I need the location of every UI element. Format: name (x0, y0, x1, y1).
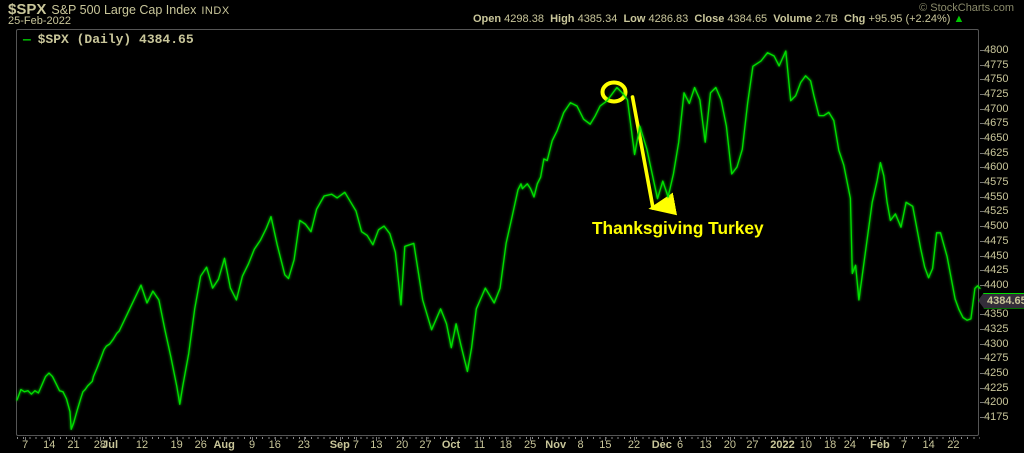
svg-text:Thanksgiving Turkey: Thanksgiving Turkey (592, 218, 764, 238)
